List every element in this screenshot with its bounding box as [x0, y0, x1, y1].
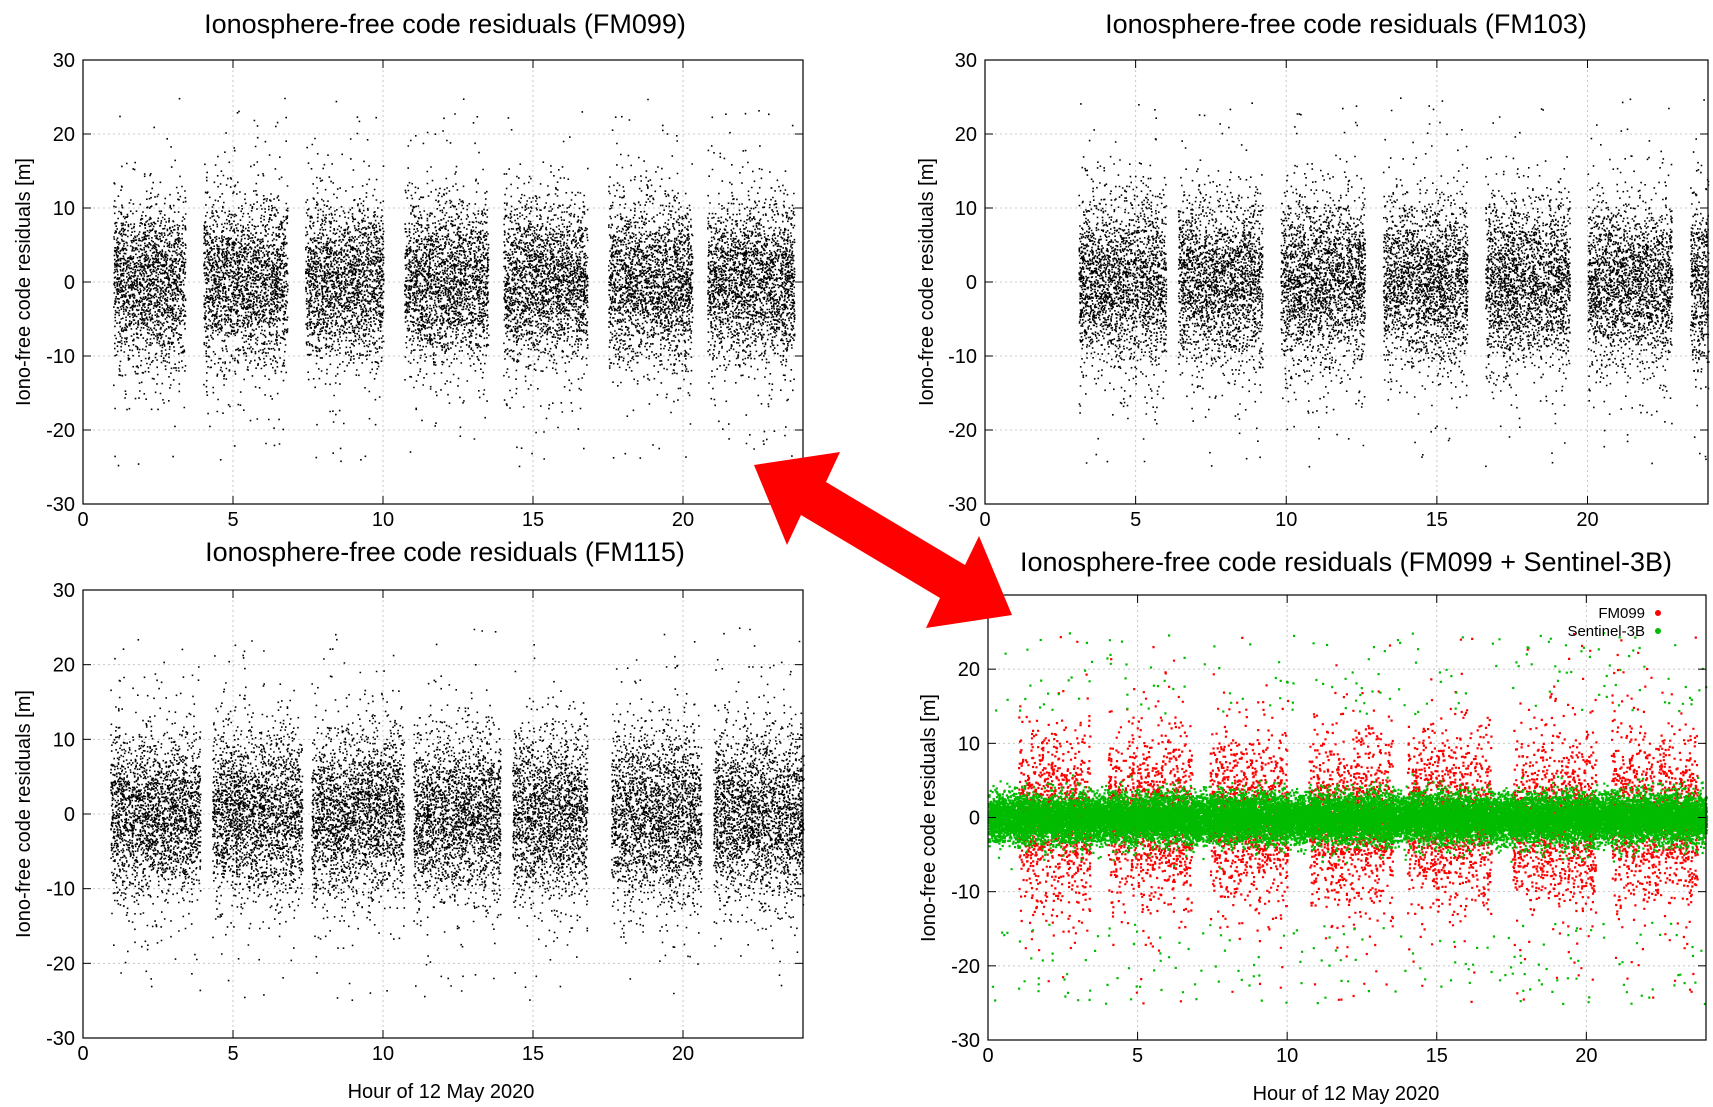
x-tick-label: 15 [522, 509, 544, 531]
y-tick-label: 10 [958, 733, 980, 755]
y-axis-label: Iono-free code residuals [m] [13, 690, 35, 938]
y-axis-label: Iono-free code residuals [m] [13, 158, 35, 406]
x-tick-label: 10 [1276, 1045, 1298, 1067]
x-tick-label: 5 [227, 509, 238, 531]
y-tick-label: 20 [53, 124, 75, 146]
legend: FM099 Sentinel-3B [1567, 605, 1661, 640]
x-tick-label: 0 [77, 509, 88, 531]
grid [988, 595, 1706, 1040]
y-tick-label: -20 [951, 956, 980, 978]
y-tick-label: 10 [53, 198, 75, 220]
x-tick-label: 5 [1132, 1045, 1143, 1067]
y-tick-label: 0 [966, 272, 977, 294]
x-tick-label: 0 [982, 1045, 993, 1067]
chart-title: Ionosphere-free code residuals (FM099) [204, 9, 686, 39]
y-tick-label: -30 [951, 1030, 980, 1052]
x-tick-label: 20 [672, 1043, 694, 1065]
scatter-series-residuals [1078, 97, 1710, 468]
x-tick-label: 0 [979, 509, 990, 531]
y-ticks: -30 -20 -10 0 10 20 30 [46, 580, 803, 1050]
scatter-points [1078, 97, 1710, 468]
chart-title: Ionosphere-free code residuals (FM103) [1105, 9, 1587, 39]
x-tick-label: 20 [1575, 1045, 1597, 1067]
y-tick-label: -30 [948, 494, 977, 516]
panel-fm099-sentinel: Ionosphere-free code residuals (FM099 + … [918, 547, 1709, 1105]
double-headed-arrow-icon [754, 452, 1012, 628]
x-tick-label: 20 [672, 509, 694, 531]
y-tick-label: -10 [948, 346, 977, 368]
chart-title: Ionosphere-free code residuals (FM115) [205, 537, 685, 567]
y-tick-label: 20 [955, 124, 977, 146]
x-ticks: 0 5 10 15 20 [979, 60, 1599, 531]
scatter-series-residuals [110, 627, 805, 1001]
x-tick-label: 10 [1275, 509, 1297, 531]
y-tick-label: 30 [53, 50, 75, 72]
x-tick-label: 15 [522, 1043, 544, 1065]
panel-fm115: Ionosphere-free code residuals (FM115) 0… [13, 537, 805, 1103]
x-tick-label: 10 [372, 509, 394, 531]
legend-marker-fm099 [1655, 610, 1661, 616]
y-tick-label: 20 [53, 655, 75, 677]
legend-marker-sentinel-3b [1655, 628, 1661, 634]
panel-fm103: Ionosphere-free code residuals (FM103) 0… [916, 9, 1710, 531]
y-tick-label: -30 [46, 494, 75, 516]
x-tick-label: 20 [1576, 509, 1598, 531]
y-ticks: -30 -20 -10 0 10 20 30 [948, 50, 1708, 516]
y-tick-label: 10 [53, 729, 75, 751]
x-tick-label: 10 [372, 1043, 394, 1065]
y-tick-label: 30 [53, 580, 75, 602]
y-axis-label: Iono-free code residuals [m] [918, 694, 940, 942]
y-tick-label: -10 [46, 346, 75, 368]
y-tick-label: -20 [46, 953, 75, 975]
y-tick-label: -20 [948, 420, 977, 442]
y-ticks: -30 -20 -10 0 10 20 [951, 659, 1706, 1052]
scatter-points [988, 632, 1709, 1006]
chart-title: Ionosphere-free code residuals (FM099 + … [1020, 547, 1672, 577]
scatter-series-sentinel-3b [988, 632, 1709, 1006]
x-tick-label: 15 [1426, 509, 1448, 531]
legend-label-sentinel-3b: Sentinel-3B [1567, 623, 1645, 640]
x-tick-label: 5 [227, 1043, 238, 1065]
x-axis-label: Hour of 12 May 2020 [348, 1081, 535, 1103]
x-tick-label: 0 [77, 1043, 88, 1065]
y-tick-label: 0 [969, 808, 980, 830]
y-tick-label: -10 [46, 879, 75, 901]
scatter-points [110, 627, 805, 1001]
y-ticks: -30 -20 -10 0 10 20 30 [46, 50, 803, 516]
y-axis-label: Iono-free code residuals [m] [916, 158, 938, 406]
x-axis-label: Hour of 12 May 2020 [1253, 1083, 1440, 1105]
x-ticks: 0 5 10 15 20 [77, 590, 694, 1065]
y-tick-label: 0 [64, 804, 75, 826]
grid [985, 60, 1708, 504]
x-tick-label: 5 [1130, 509, 1141, 531]
legend-label-fm099: FM099 [1598, 605, 1645, 622]
y-tick-label: -30 [46, 1028, 75, 1050]
panel-fm099: Ionosphere-free code residuals (FM099) 0… [13, 9, 804, 531]
y-tick-label: 20 [958, 659, 980, 681]
grid [83, 60, 803, 504]
y-tick-label: -10 [951, 882, 980, 904]
y-tick-label: 30 [955, 50, 977, 72]
x-tick-label: 15 [1426, 1045, 1448, 1067]
y-tick-label: 10 [955, 198, 977, 220]
x-ticks: 0 5 10 15 20 [77, 60, 694, 531]
x-ticks: 0 5 10 15 20 [982, 595, 1597, 1067]
y-tick-label: -20 [46, 420, 75, 442]
y-tick-label: 0 [64, 272, 75, 294]
